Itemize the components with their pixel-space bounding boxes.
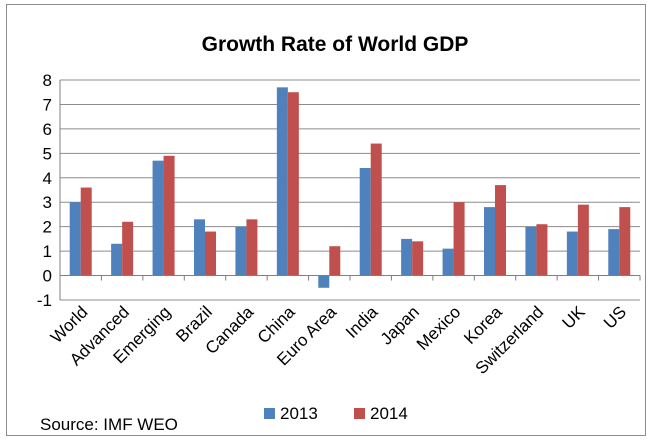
bar-2014	[619, 207, 631, 276]
bar-2013	[111, 243, 123, 276]
legend-swatch-2013	[264, 408, 275, 419]
bar-2014	[329, 246, 341, 276]
bar-2014	[246, 219, 258, 276]
x-tick-label: India	[342, 302, 382, 342]
legend-label: 2013	[280, 404, 318, 423]
bar-2013	[401, 238, 413, 276]
y-tick-label: 2	[43, 218, 52, 237]
bar-2014	[370, 143, 382, 276]
bar-2014	[287, 92, 299, 276]
y-tick-labels: -1 0 1 2 3 4 5 6 7 8	[37, 71, 52, 310]
chart-frame	[6, 4, 646, 436]
bar-2013	[566, 231, 578, 276]
y-tick-label: 1	[43, 242, 52, 261]
x-tick-labels: WorldAdvancedEmergingBrazilCanadaChinaEu…	[47, 302, 630, 378]
legend-swatch-2014	[354, 408, 365, 419]
y-tick-label: 5	[43, 144, 52, 163]
bar-2013	[608, 229, 620, 276]
bar-2013	[525, 226, 537, 276]
bar-2014	[536, 224, 548, 276]
bar-2013	[276, 87, 288, 276]
bar-2014	[122, 221, 134, 276]
bar-2013	[318, 275, 330, 288]
source-note: Source: IMF WEO	[40, 415, 178, 434]
y-tick-label: 8	[43, 71, 52, 90]
bar-2013	[442, 248, 454, 276]
bar-2014	[80, 187, 92, 276]
bar-2014	[453, 202, 465, 276]
y-tick-label: 0	[43, 267, 52, 286]
legend-label: 2014	[370, 404, 408, 423]
y-tick-label: 7	[43, 95, 52, 114]
y-tick-label: 3	[43, 193, 52, 212]
bar-2013	[235, 226, 247, 276]
legend: 2013 2014	[264, 404, 408, 423]
chart-title: Growth Rate of World GDP	[202, 33, 469, 56]
bar-2013	[69, 202, 81, 276]
bar-2013	[152, 160, 164, 276]
y-tick-label: -1	[37, 291, 52, 310]
bar-2014	[205, 231, 216, 276]
bar-2014	[495, 185, 506, 276]
bar-2014	[412, 241, 424, 276]
x-tick-label: US	[600, 302, 630, 332]
grid-lines	[60, 79, 640, 301]
bar-2013	[484, 207, 495, 276]
y-tick-label: 6	[43, 120, 52, 139]
bars	[69, 87, 631, 288]
y-tick-label: 4	[43, 169, 52, 188]
axes	[59, 80, 641, 300]
bar-2014	[163, 155, 175, 276]
bar-2013	[194, 219, 205, 276]
bar-2014	[577, 204, 589, 276]
x-tick-label: UK	[559, 302, 590, 333]
bar-2013	[359, 168, 371, 276]
x-tick-label: Mexico	[413, 302, 465, 354]
